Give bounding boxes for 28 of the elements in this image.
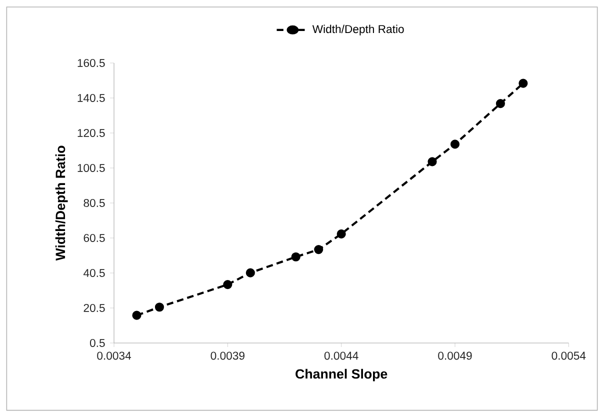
point [428, 157, 437, 166]
y-tick-label: 100.5 [78, 164, 105, 172]
x-tick-label: 0.0039 [210, 352, 244, 360]
point [450, 140, 460, 149]
x-tick-label: 0.0034 [97, 352, 132, 360]
y-axis-title: Width/Depth Ratio [55, 146, 68, 261]
point [246, 268, 255, 278]
y-tick-label: 80.5 [84, 198, 105, 207]
y-tick-label: 60.5 [84, 234, 105, 242]
point [518, 78, 528, 88]
x-tick-label: 0.0044 [324, 352, 358, 360]
point [154, 302, 164, 312]
y-tick-label: 20.5 [84, 304, 105, 312]
y-tick-label: 140.5 [78, 94, 105, 102]
point [291, 252, 300, 262]
y-tick-label: 0.5 [90, 338, 105, 347]
x-tick-label: 0.0049 [438, 352, 472, 360]
x-axis-title: Channel Slope [296, 368, 388, 382]
y-tick-label: 40.5 [83, 268, 105, 277]
legend-label: Width/Depth Ratio [312, 24, 404, 36]
point [132, 310, 142, 320]
y-tick-label: 160.5 [78, 58, 105, 67]
x-tick-label: 0.0054 [552, 352, 586, 360]
point [336, 229, 346, 238]
point [223, 280, 232, 290]
point [496, 99, 505, 108]
point [314, 245, 324, 254]
y-tick-label: 120.5 [78, 128, 105, 137]
